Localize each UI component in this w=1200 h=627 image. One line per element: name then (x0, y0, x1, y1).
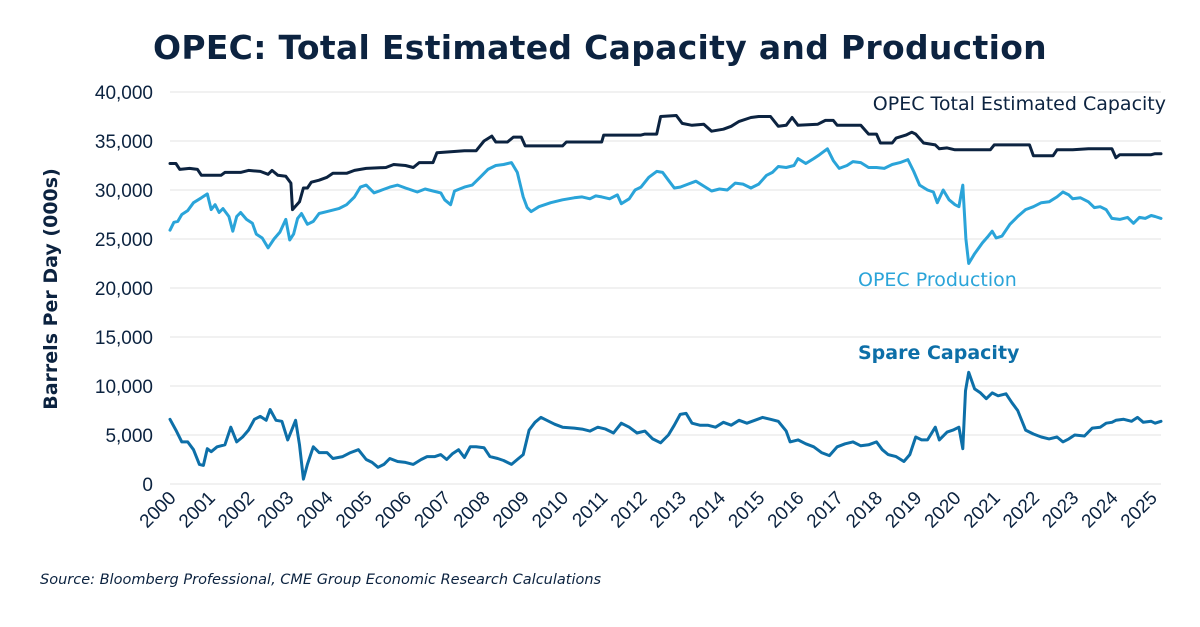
x-tick-label: 2002 (214, 488, 259, 533)
x-tick-label: 2013 (646, 488, 691, 533)
y-tick-label: 20,000 (95, 279, 153, 300)
x-tick-label: 2022 (999, 488, 1044, 533)
series-lines (168, 114, 1163, 481)
series-labels: OPEC Total Estimated Capacity OPEC Produ… (858, 93, 1166, 364)
y-tick-label: 15,000 (95, 328, 153, 349)
x-tick-label: 2014 (685, 487, 730, 532)
y-tick-label: 35,000 (95, 132, 153, 153)
x-tick-label: 2020 (921, 488, 966, 533)
x-tick-label: 2023 (1038, 488, 1083, 533)
x-tick-label: 2019 (881, 488, 926, 533)
gridlines (170, 91, 1161, 485)
x-tick-label: 2024 (1078, 487, 1123, 532)
y-tick-label: 0 (142, 475, 153, 496)
y-tick-label: 10,000 (95, 377, 153, 398)
series-line-capacity (168, 114, 1163, 212)
chart-title: OPEC: Total Estimated Capacity and Produ… (153, 28, 1047, 67)
x-tick-label: 2021 (960, 488, 1005, 533)
x-tick-label: 2017 (803, 488, 848, 533)
y-tick-label: 5,000 (105, 426, 153, 447)
series-label-capacity: OPEC Total Estimated Capacity (873, 93, 1166, 115)
x-tick-label: 2009 (489, 488, 534, 533)
source-note: Source: Bloomberg Professional, CME Grou… (40, 572, 602, 588)
x-tick-label: 2015 (725, 488, 770, 533)
y-tick-label: 30,000 (95, 181, 153, 202)
x-tick-label: 2001 (175, 488, 220, 533)
x-tick-label: 2012 (607, 488, 652, 533)
x-tick-label: 2011 (569, 488, 613, 532)
series-label-spare: Spare Capacity (858, 342, 1020, 364)
y-axis-ticks: 0 5,000 10,000 15,000 20,000 25,000 30,000 35,0… (95, 83, 153, 496)
x-tick-label: 2016 (764, 488, 809, 533)
x-tick-label: 2005 (332, 488, 377, 533)
x-tick-label: 2006 (371, 488, 416, 533)
series-line-production (168, 147, 1163, 265)
y-tick-label: 40,000 (95, 83, 153, 104)
x-tick-label: 2025 (1117, 488, 1162, 533)
x-tick-label: 2003 (254, 488, 299, 533)
x-tick-label: 2018 (842, 488, 887, 533)
x-tick-label: 2007 (411, 488, 456, 533)
series-line-spare (168, 370, 1163, 481)
x-axis-ticks: 2000200120022003200420052006200720082009… (136, 487, 1162, 532)
x-tick-label: 2008 (450, 488, 495, 533)
x-tick-label: 2004 (293, 487, 338, 532)
series-label-production: OPEC Production (858, 269, 1017, 291)
y-tick-label: 25,000 (95, 230, 153, 251)
y-axis-label: Barrels Per Day (000s) (40, 168, 62, 410)
x-tick-label: 2010 (528, 488, 573, 533)
